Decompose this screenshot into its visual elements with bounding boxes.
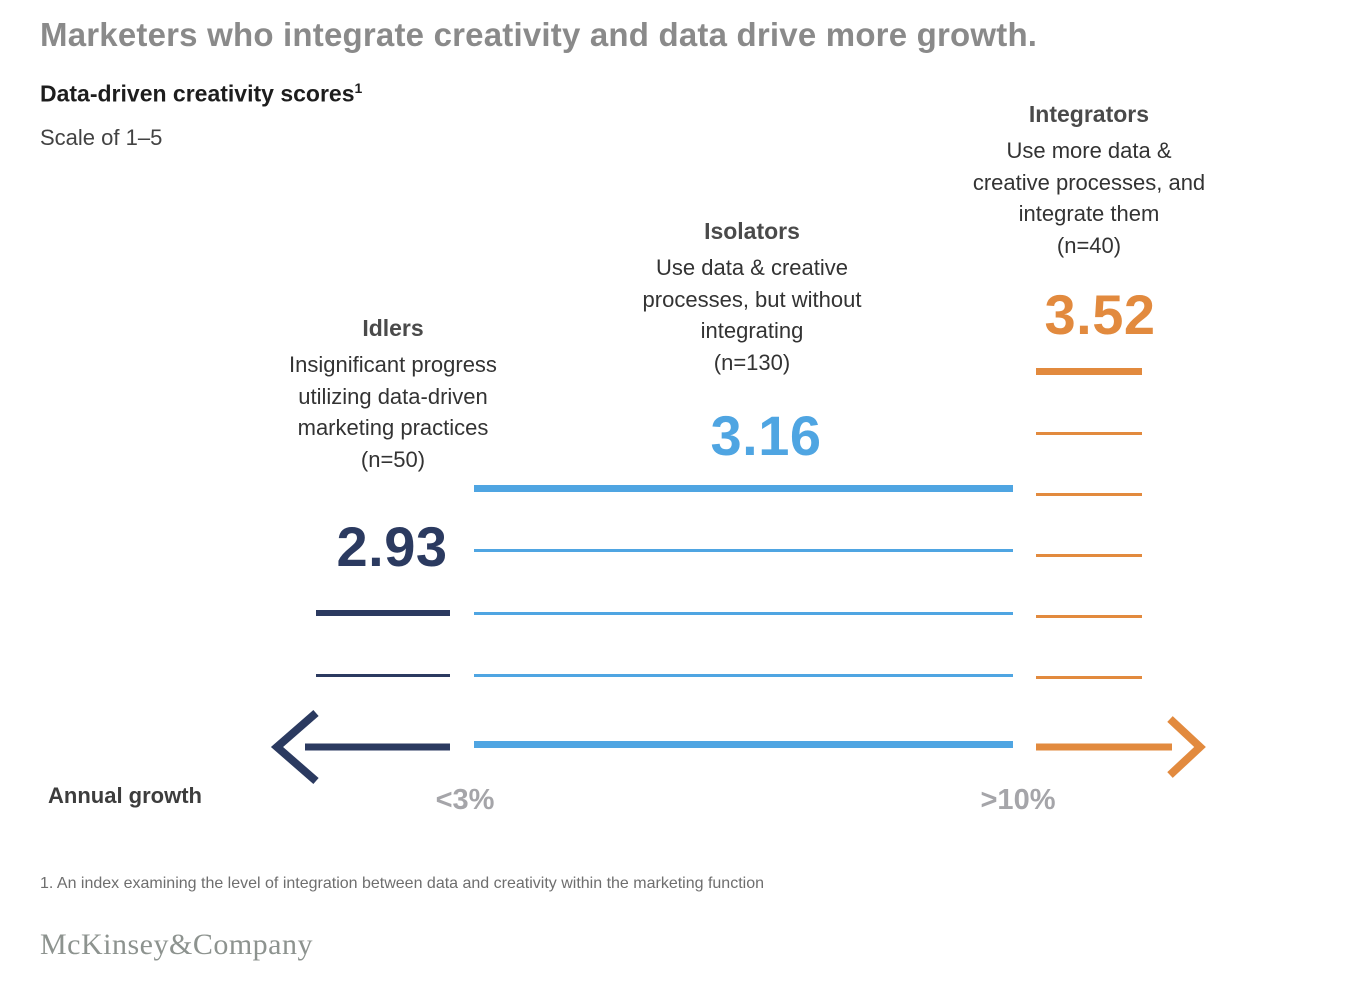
group-description-isolators: Use data & creative processes, but witho… (642, 255, 862, 343)
idlers-scale-line-1 (316, 674, 450, 677)
integrators-scale-line-2 (1036, 493, 1142, 496)
footnote: 1. An index examining the level of integ… (40, 875, 764, 892)
score-value-idlers: 2.93 (336, 515, 448, 578)
x-axis-tick-right: >10% (980, 784, 1056, 816)
group-block-isolators: Isolators Use data & creative processes,… (602, 216, 902, 378)
integrators-scale-line-5 (1036, 676, 1142, 679)
group-name-isolators: Isolators (704, 218, 800, 244)
group-description-idlers: Insignificant progress utilizing data-dr… (289, 352, 497, 440)
footnote-marker: 1 (354, 80, 363, 96)
chart-subtitle-text: Data-driven creativity scores (40, 80, 355, 107)
group-name-idlers: Idlers (362, 315, 424, 341)
score-value-isolators: 3.16 (710, 404, 822, 467)
integrators-scale-line-1 (1036, 432, 1142, 435)
isolators-scale-line-2 (474, 612, 1013, 615)
group-description-integrators: Use more data & creative processes, and … (972, 138, 1206, 226)
left-arrow-icon (265, 705, 460, 785)
integrators-scale-line-4 (1036, 615, 1142, 618)
integrators-score-line (1036, 368, 1142, 375)
group-block-idlers: Idlers Insignificant progress utilizing … (263, 313, 523, 475)
isolators-scale-line-1 (474, 549, 1013, 552)
x-axis-label: Annual growth (48, 783, 202, 808)
isolators-score-line (474, 485, 1013, 492)
growth-axis-middle-segment (474, 741, 1013, 748)
chart-title: Marketers who integrate creativity and d… (40, 16, 1038, 53)
group-sample-size-idlers: (n=50) (360, 446, 426, 472)
chart-subtitle: Data-driven creativity scores1 (40, 80, 362, 108)
score-value-integrators: 3.52 (1044, 283, 1156, 346)
x-axis-tick-left: <3% (435, 784, 495, 816)
integrators-scale-line-3 (1036, 554, 1142, 557)
mckinsey-logo: McKinsey&Company (40, 928, 313, 961)
group-block-integrators: Integrators Use more data & creative pro… (938, 99, 1240, 261)
group-name-integrators: Integrators (1028, 101, 1150, 127)
right-arrow-icon (1030, 705, 1210, 785)
group-sample-size-isolators: (n=130) (713, 349, 791, 375)
group-sample-size-integrators: (n=40) (1056, 232, 1122, 258)
scale-note: Scale of 1–5 (40, 125, 163, 150)
isolators-scale-line-3 (474, 674, 1013, 677)
idlers-score-line (316, 610, 450, 616)
